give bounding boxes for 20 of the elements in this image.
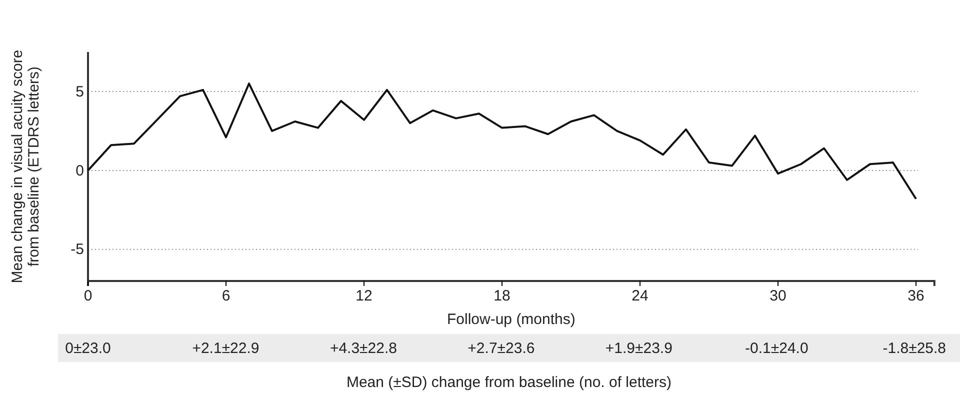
y-tick-label: -5 xyxy=(70,241,84,258)
text: +2.1±22.9 xyxy=(192,340,260,357)
x-tick-label: 18 xyxy=(494,288,510,305)
line-series xyxy=(87,82,917,200)
text: +4.3±22.8 xyxy=(330,340,397,357)
x-tick-label: 36 xyxy=(908,288,924,305)
y-axis-title: Mean change in visual acuity score from baseline (ETDRS letters) xyxy=(9,50,42,284)
text: Mean (±SD) change from baseline (no. of letters) xyxy=(346,374,672,391)
x-tick-label: 12 xyxy=(356,288,372,305)
text: -0.1±24.0 xyxy=(745,340,808,357)
x-axis-title: Follow-up (months) xyxy=(447,311,576,328)
y-tick-label: 0 xyxy=(76,162,84,180)
text: +2.7±23.6 xyxy=(468,340,535,357)
x-tick-label: 24 xyxy=(632,288,648,305)
text: -1.8±25.8 xyxy=(882,340,946,357)
text: +1.9±23.9 xyxy=(605,340,672,357)
x-tick-label: 30 xyxy=(770,288,786,305)
y-tick-label: 5 xyxy=(76,83,84,100)
x-tick-label: 6 xyxy=(222,288,230,305)
text: 0±23.0 xyxy=(65,340,111,357)
